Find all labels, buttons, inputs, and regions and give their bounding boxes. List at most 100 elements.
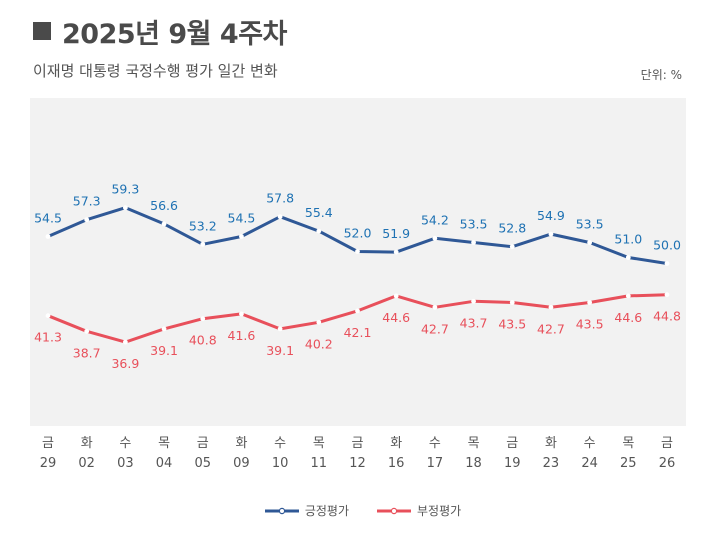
data-point-positive (471, 240, 476, 245)
chart-subtitle: 이재명 대통령 국정수행 평가 일간 변화 (33, 62, 278, 80)
data-label-positive: 53.2 (189, 218, 217, 233)
x-tick-date: 23 (543, 456, 560, 471)
data-point-negative (84, 328, 90, 334)
data-point-negative (432, 304, 438, 310)
data-label-negative: 41.6 (228, 328, 256, 343)
legend-item-positive: 긍정평가 (264, 502, 349, 519)
data-point-positive (393, 249, 399, 255)
data-label-positive: 54.9 (537, 208, 565, 223)
data-label-positive: 55.4 (305, 205, 333, 220)
data-label-positive: 50.0 (653, 238, 681, 253)
data-point-negative (587, 300, 593, 305)
data-point-negative (664, 292, 670, 298)
data-label-positive: 51.9 (382, 226, 410, 241)
x-tick-day: 목 (313, 436, 325, 451)
data-point-negative (509, 300, 515, 305)
data-point-negative (200, 316, 206, 322)
data-point-negative (122, 339, 128, 345)
data-label-positive: 51.0 (614, 232, 642, 247)
x-tick-date: 12 (349, 456, 366, 471)
x-tick-day: 금 (506, 436, 518, 451)
data-label-positive: 54.5 (34, 211, 62, 226)
x-tick-day: 금 (661, 436, 673, 451)
data-point-positive (239, 234, 244, 239)
data-point-positive (664, 261, 670, 266)
data-label-negative: 40.2 (305, 336, 333, 351)
legend-positive-label: 긍정평가 (304, 504, 349, 518)
data-point-negative (393, 293, 399, 299)
data-label-negative: 39.1 (266, 343, 294, 358)
data-label-positive: 54.2 (421, 212, 449, 227)
data-point-positive (200, 241, 206, 247)
data-label-negative: 39.1 (150, 343, 178, 358)
x-tick-day: 목 (622, 436, 634, 451)
data-point-positive (587, 240, 593, 245)
x-tick-date: 29 (40, 456, 57, 471)
page-title: 2025년 9월 4주차 (62, 19, 287, 50)
data-point-positive (548, 231, 554, 237)
data-label-positive: 53.5 (460, 217, 488, 232)
x-tick-day: 수 (429, 436, 441, 451)
x-tick-day: 화 (390, 436, 402, 451)
unit-label: 단위: % (640, 68, 682, 82)
data-label-positive: 52.0 (344, 226, 372, 241)
data-point-negative (316, 319, 322, 325)
x-tick-day: 화 (545, 436, 557, 451)
data-label-negative: 40.8 (189, 333, 217, 348)
x-tick-date: 05 (194, 456, 211, 471)
x-tick-day: 금 (352, 436, 364, 451)
data-point-positive (45, 234, 51, 239)
x-tick-date: 02 (78, 456, 95, 471)
x-tick-day: 수 (584, 436, 596, 451)
x-tick-date: 24 (581, 456, 598, 471)
x-tick-date: 19 (504, 456, 521, 471)
data-point-positive (84, 217, 90, 223)
legend: 긍정평가 부정평가 (0, 502, 726, 519)
x-tick-day: 수 (119, 436, 131, 451)
data-point-negative (625, 293, 631, 299)
data-label-negative: 44.6 (614, 310, 642, 325)
x-tick-day: 수 (274, 436, 286, 451)
data-label-negative: 43.7 (460, 315, 488, 330)
x-tick-date: 25 (620, 456, 637, 471)
data-label-negative: 43.5 (576, 317, 604, 332)
data-point-positive (355, 249, 360, 254)
x-tick-day: 금 (42, 436, 54, 451)
data-label-positive: 52.8 (498, 221, 526, 236)
x-tick-date: 11 (311, 456, 328, 471)
data-label-negative: 44.6 (382, 310, 410, 325)
data-point-positive (316, 228, 322, 234)
data-label-negative: 38.7 (73, 345, 101, 360)
x-tick-day: 목 (468, 436, 480, 451)
x-tick-day: 화 (235, 436, 247, 451)
legend-negative-label: 부정평가 (417, 504, 462, 518)
data-label-negative: 42.7 (537, 321, 565, 336)
data-point-negative (471, 298, 476, 304)
legend-positive-line-icon (264, 507, 299, 514)
data-point-positive (161, 221, 167, 227)
x-tick-date: 18 (465, 456, 482, 471)
x-tick-day: 목 (158, 436, 170, 451)
data-point-positive (432, 235, 438, 241)
data-label-negative: 41.3 (34, 330, 62, 345)
data-point-negative (277, 326, 283, 332)
legend-negative-line-icon (377, 507, 411, 514)
x-tick-date: 16 (388, 456, 405, 471)
data-label-positive: 59.3 (111, 182, 139, 197)
data-point-positive (509, 244, 515, 250)
x-tick-date: 10 (272, 456, 289, 471)
title-square-icon (33, 22, 51, 40)
data-label-negative: 42.7 (421, 321, 449, 336)
data-point-negative (45, 313, 51, 319)
data-point-negative (239, 311, 244, 317)
data-label-positive: 54.5 (228, 211, 256, 226)
data-label-positive: 57.3 (73, 194, 101, 209)
x-tick-date: 04 (156, 456, 173, 471)
x-tick-date: 03 (117, 456, 134, 471)
data-label-positive: 56.6 (150, 198, 178, 213)
data-point-positive (277, 214, 283, 220)
x-tick-date: 26 (659, 456, 676, 471)
data-label-negative: 36.9 (111, 356, 139, 371)
plot-area (30, 98, 686, 426)
